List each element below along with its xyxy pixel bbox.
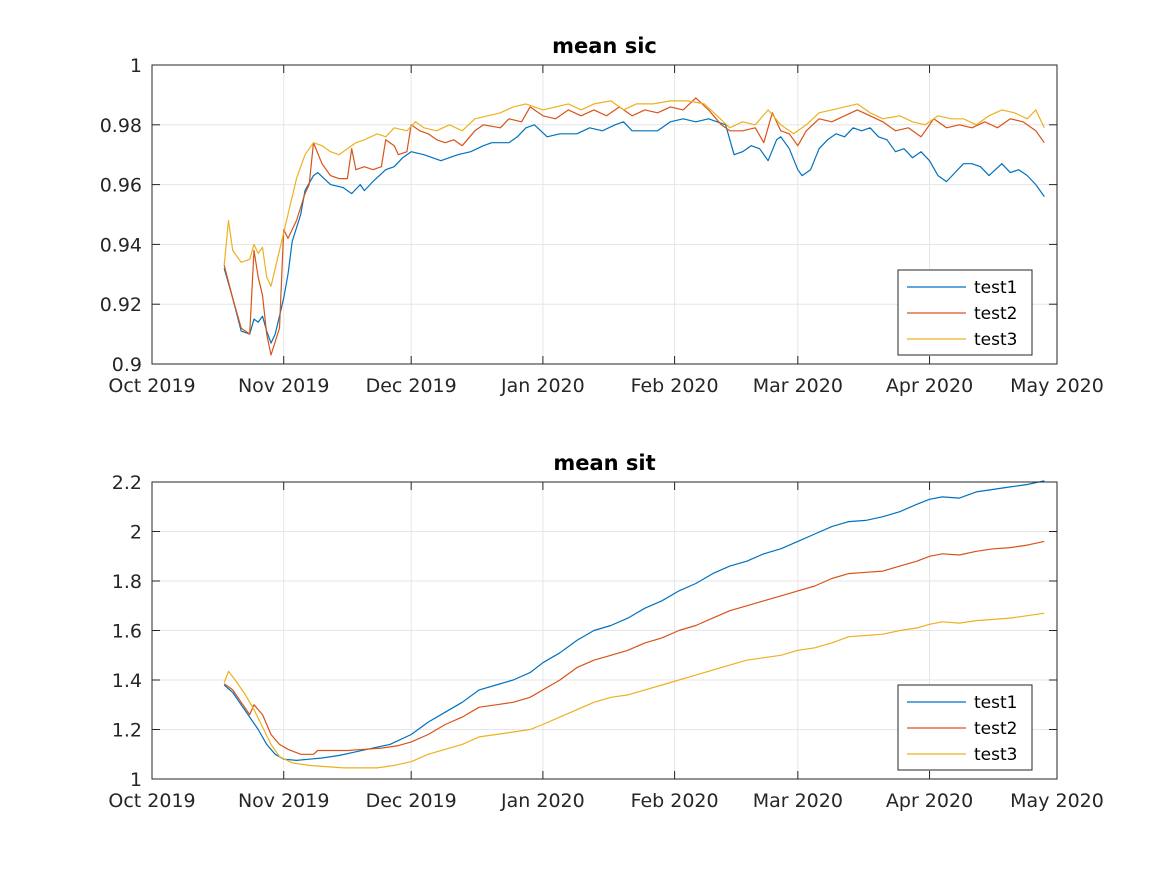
sic-xtick-label: May 2020 xyxy=(1010,375,1104,397)
sic-panel: Oct 2019 Nov 2019 Dec 2019 Jan 2020 Feb 2020… xyxy=(100,34,1104,397)
sic-ytick-label: 0.92 xyxy=(100,294,142,316)
sic-xtick-label: Dec 2019 xyxy=(366,375,457,397)
sic-ytick-label: 1 xyxy=(130,55,142,77)
sit-xtick-label: Oct 2019 xyxy=(108,790,195,812)
sit-ytick-label: 1.6 xyxy=(112,621,142,643)
sic-series-test2-line xyxy=(223,97,1045,356)
sic-xtick-label: Nov 2019 xyxy=(238,375,329,397)
sic-ytick-label: 0.94 xyxy=(100,234,142,256)
sic-series-test1-line xyxy=(223,118,1045,344)
sit-series-test3-line xyxy=(223,612,1045,769)
sic-series xyxy=(223,97,1045,356)
sit-xtick-label: May 2020 xyxy=(1010,790,1104,812)
sit-title: mean sit xyxy=(553,451,655,475)
sic-ytick-label: 0.9 xyxy=(112,354,142,376)
sit-legend-label-test2: test2 xyxy=(974,719,1017,739)
sit-xtick-label: Dec 2019 xyxy=(366,790,457,812)
sic-legend-label-test3: test3 xyxy=(974,330,1017,350)
sit-ytick-label: 1.4 xyxy=(112,670,142,692)
sic-xtick-label: Mar 2020 xyxy=(753,375,843,397)
sic-xtick-label: Oct 2019 xyxy=(108,375,195,397)
sit-xtick-label: Mar 2020 xyxy=(753,790,843,812)
sit-legend: test1 test2 test3 xyxy=(897,684,1033,771)
sit-xtick-label: Apr 2020 xyxy=(886,790,973,812)
sit-legend-label-test1: test1 xyxy=(974,693,1017,713)
sit-panel: Oct 2019 Nov 2019 Dec 2019 Jan 2020 Feb 2020… xyxy=(108,451,1103,812)
sic-xtick-label: Jan 2020 xyxy=(500,375,585,397)
sic-ytick-label: 0.98 xyxy=(100,115,142,137)
sit-legend-label-test3: test3 xyxy=(974,745,1017,765)
sit-xtick-label: Jan 2020 xyxy=(500,790,585,812)
sit-ytick-label: 2 xyxy=(130,522,142,544)
sit-series xyxy=(223,480,1045,769)
sic-ticks: Oct 2019 Nov 2019 Dec 2019 Jan 2020 Feb 2020… xyxy=(100,55,1104,397)
sit-series-test2-line xyxy=(223,540,1045,755)
sit-xtick-label: Feb 2020 xyxy=(631,790,719,812)
sic-xtick-label: Feb 2020 xyxy=(631,375,719,397)
sic-series-test3-line xyxy=(223,100,1045,287)
sic-axes-box xyxy=(151,64,1058,365)
sic-ytick-label: 0.96 xyxy=(100,175,142,197)
sit-ytick-label: 1.8 xyxy=(112,571,142,593)
sic-legend-label-test2: test2 xyxy=(974,304,1017,324)
sic-legend-label-test1: test1 xyxy=(974,278,1017,298)
sit-ytick-label: 2.2 xyxy=(112,472,142,494)
sic-legend: test1 test2 test3 xyxy=(897,269,1033,356)
sit-ytick-label: 1.2 xyxy=(112,720,142,742)
sic-xtick-label: Apr 2020 xyxy=(886,375,973,397)
sic-title: mean sic xyxy=(552,34,657,58)
sit-ytick-label: 1 xyxy=(130,769,142,791)
sit-series-test1-line xyxy=(223,480,1045,762)
sit-ticks: Oct 2019 Nov 2019 Dec 2019 Jan 2020 Feb 2020… xyxy=(108,472,1103,812)
sit-xtick-label: Nov 2019 xyxy=(238,790,329,812)
